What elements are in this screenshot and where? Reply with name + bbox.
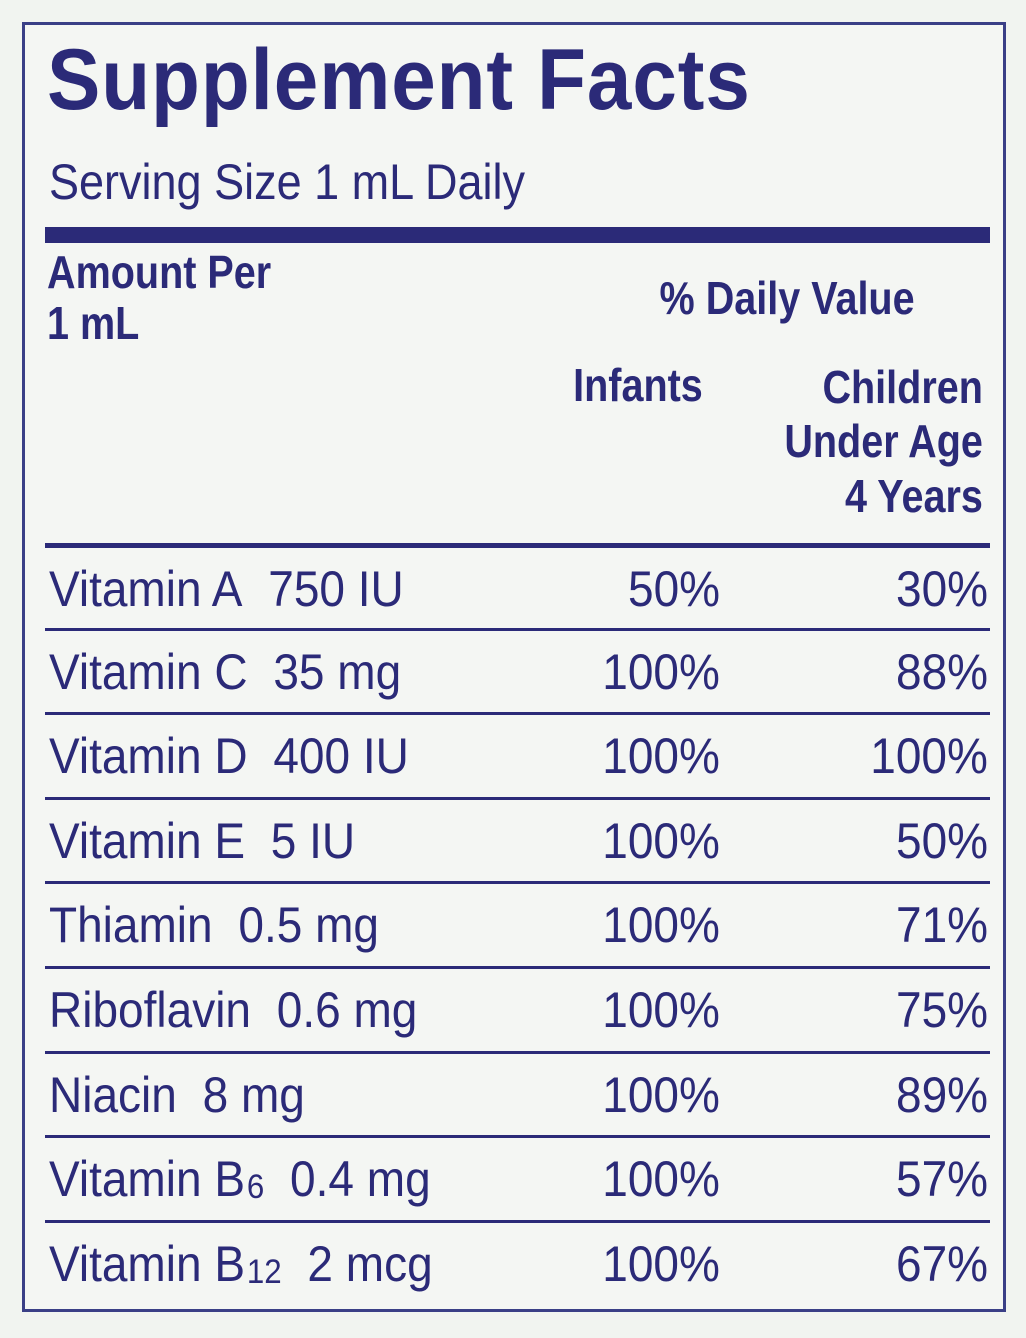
infants-daily-value: 100% [602, 1066, 720, 1123]
nutrient-name-cell: Vitamin C 35 mg [49, 643, 402, 700]
nutrient-row: Riboflavin 0.6 mg 100% 75% [45, 965, 990, 1051]
nutrient-row: Vitamin B12 2 mcg 100% 67% [45, 1219, 990, 1305]
header-divider [45, 227, 990, 243]
infants-daily-value: 100% [602, 1235, 720, 1292]
nutrient-name: Vitamin E [49, 812, 246, 869]
nutrient-name-cell: Vitamin B12 2 mcg [49, 1235, 433, 1292]
serving-size: Serving Size 1 mL Daily [49, 154, 526, 210]
nutrient-amount: 0.5 mg [238, 897, 380, 954]
infants-daily-value: 100% [602, 1151, 720, 1208]
nutrient-name-cell: Riboflavin 0.6 mg [49, 981, 418, 1038]
children-daily-value: 67% [895, 1235, 988, 1292]
nutrient-amount: 750 IU [268, 561, 404, 617]
infants-daily-value: 100% [602, 643, 720, 700]
nutrient-name-cell: Vitamin A 750 IU [49, 562, 404, 617]
nutrient-name-cell: Thiamin 0.5 mg [49, 898, 379, 953]
infants-daily-value: 100% [602, 812, 720, 869]
amount-per-header: Amount Per 1 mL [47, 247, 271, 348]
nutrient-amount: 0.4 mg [290, 1151, 431, 1208]
nutrient-name: Vitamin B [49, 1151, 246, 1208]
children-daily-value: 89% [895, 1066, 988, 1123]
nutrient-name: Vitamin C [49, 643, 248, 700]
nutrient-name-cell: Niacin 8 mg [49, 1066, 305, 1123]
nutrient-amount: 8 mg [202, 1066, 305, 1123]
nutrient-name: Riboflavin [49, 981, 251, 1038]
nutrient-name: Vitamin D [49, 728, 248, 785]
nutrient-row: Vitamin B6 0.4 mg 100% 57% [45, 1135, 990, 1220]
nutrient-name-cell: Vitamin D 400 IU [49, 729, 409, 784]
nutrient-amount: 2 mcg [307, 1235, 433, 1292]
amount-per-line1: Amount Per [47, 246, 272, 298]
daily-value-header: % Daily Value [659, 272, 915, 324]
nutrient-row: Vitamin C 35 mg 100% 88% [45, 627, 990, 713]
children-daily-value: 75% [895, 981, 988, 1038]
nutrient-name: Vitamin B [49, 1235, 246, 1292]
children-daily-value: 30% [895, 561, 988, 617]
nutrient-row: Thiamin 0.5 mg 100% 71% [45, 881, 990, 966]
nutrient-name-cell: Vitamin B6 0.4 mg [49, 1152, 431, 1207]
nutrient-name: Niacin [49, 1066, 177, 1123]
infants-column-header: Infants [573, 359, 703, 411]
children-daily-value: 88% [895, 643, 988, 700]
nutrient-name: Thiamin [49, 897, 213, 954]
nutrient-subscript: 6 [246, 1168, 265, 1207]
infants-daily-value: 100% [602, 897, 720, 954]
nutrient-row: Vitamin A 750 IU 50% 30% [45, 543, 990, 628]
nutrient-name-cell: Vitamin E 5 IU [49, 812, 356, 869]
children-daily-value: 100% [870, 728, 988, 785]
nutrient-amount: 5 IU [270, 812, 356, 869]
nutrient-name: Vitamin A [49, 561, 243, 617]
infants-daily-value: 100% [602, 728, 720, 785]
supplement-facts-panel: Supplement Facts Serving Size 1 mL Daily… [22, 22, 1006, 1312]
children-header-line2: Under Age [784, 415, 983, 468]
nutrient-row: Vitamin D 400 IU 100% 100% [45, 712, 990, 797]
nutrient-amount: 0.6 mg [276, 981, 418, 1038]
nutrient-amount: 35 mg [273, 643, 402, 700]
nutrient-table: Vitamin A 750 IU 50% 30% Vitamin C 35 mg 100% 8… [45, 543, 990, 1304]
children-daily-value: 57% [895, 1151, 988, 1208]
nutrient-subscript: 12 [246, 1252, 282, 1291]
children-header-line3: 4 Years [845, 469, 983, 522]
children-daily-value: 50% [895, 812, 988, 869]
panel-title: Supplement Facts [47, 32, 751, 128]
nutrient-row: Niacin 8 mg 100% 89% [45, 1050, 990, 1136]
nutrient-row: Vitamin E 5 IU 100% 50% [45, 796, 990, 882]
children-column-header: Children Under Age 4 Years [784, 360, 983, 523]
infants-daily-value: 50% [627, 561, 720, 617]
nutrient-amount: 400 IU [273, 728, 409, 785]
children-daily-value: 71% [895, 897, 988, 954]
amount-per-line2: 1 mL [47, 296, 140, 349]
children-header-line1: Children [822, 361, 983, 413]
infants-daily-value: 100% [602, 981, 720, 1038]
